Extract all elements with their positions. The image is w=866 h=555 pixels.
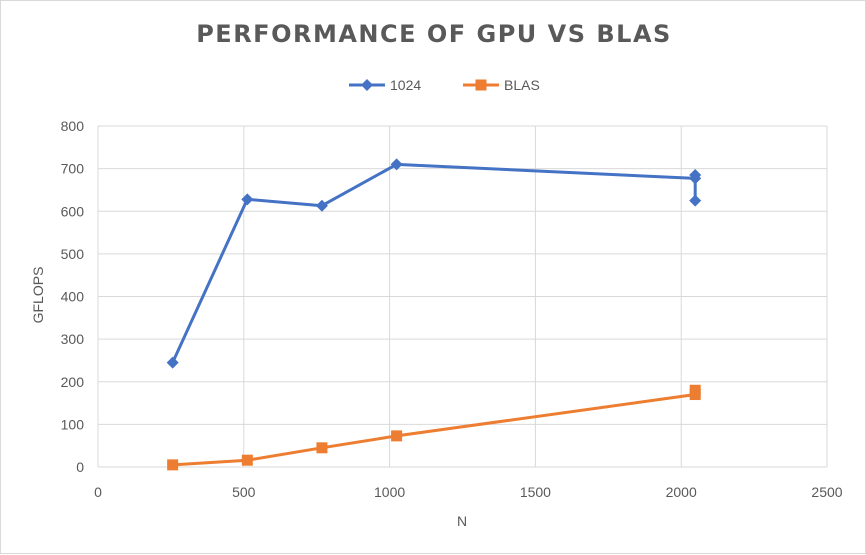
y-tick-label: 0 xyxy=(76,459,84,475)
data-point xyxy=(689,384,701,396)
series-blas xyxy=(167,384,701,471)
y-tick-label: 300 xyxy=(61,331,85,347)
x-axis-label: N xyxy=(457,513,467,529)
data-point xyxy=(241,454,253,466)
data-point xyxy=(390,158,403,171)
y-tick-label: 700 xyxy=(61,161,85,177)
legend-label: 1024 xyxy=(390,77,421,93)
legend-item: 1024 xyxy=(349,77,421,93)
series-layer xyxy=(166,158,702,471)
data-point xyxy=(689,194,702,207)
data-point xyxy=(241,193,254,206)
data-point xyxy=(316,442,328,454)
series-line xyxy=(172,390,697,467)
series-line xyxy=(171,162,697,364)
chart-title: PERFORMANCE OF GPU VS BLAS xyxy=(196,20,672,48)
x-tick-label: 1500 xyxy=(520,484,551,500)
x-tick-label: 0 xyxy=(94,484,102,500)
y-tick-label: 800 xyxy=(61,118,85,134)
legend-label: BLAS xyxy=(504,77,540,93)
x-tick-label: 1000 xyxy=(374,484,405,500)
y-tick-labels: 0 100 200 300 400 500 600 700 800 xyxy=(61,118,85,475)
data-point xyxy=(166,356,179,369)
y-tick-label: 600 xyxy=(61,203,85,219)
y-axis-label: GFLOPS xyxy=(30,267,46,324)
series-1024 xyxy=(166,158,702,369)
x-tick-labels: 0 500 1000 1500 2000 2500 xyxy=(94,484,843,500)
legend: 1024 BLAS xyxy=(349,77,540,93)
y-tick-label: 200 xyxy=(61,374,85,390)
data-point xyxy=(689,169,702,182)
x-tick-label: 2500 xyxy=(811,484,842,500)
x-tick-label: 2000 xyxy=(666,484,697,500)
y-tick-label: 100 xyxy=(61,416,85,432)
y-tick-label: 400 xyxy=(61,289,85,305)
legend-marker xyxy=(475,79,487,91)
y-tick-label: 500 xyxy=(61,246,85,262)
data-point xyxy=(391,430,403,442)
gridlines xyxy=(97,125,828,468)
data-point xyxy=(315,199,328,212)
data-point xyxy=(167,459,179,471)
legend-marker xyxy=(361,79,373,91)
legend-item: BLAS xyxy=(463,77,540,93)
x-tick-label: 500 xyxy=(232,484,256,500)
